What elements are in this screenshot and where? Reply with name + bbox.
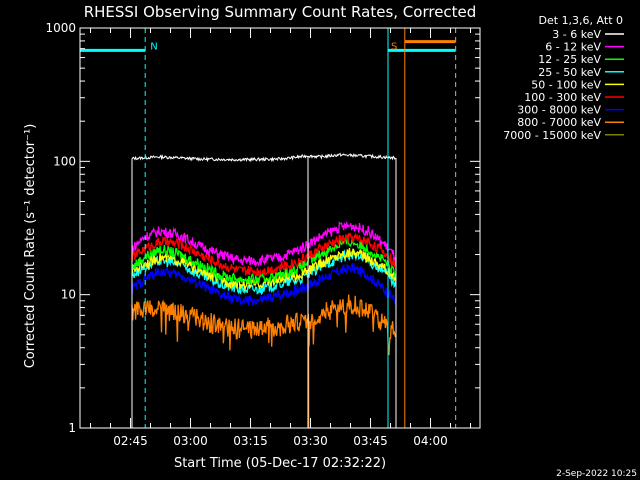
legend-label-7: 800 - 7000 keV xyxy=(517,116,601,129)
series-line-0 xyxy=(131,152,396,163)
x-tick-label: 03:15 xyxy=(233,434,268,448)
series-line-2 xyxy=(131,237,397,287)
x-tick-label: 02:45 xyxy=(113,434,148,448)
axes: 1 10 100 1000 02:45 03:00 03:15 03:30 03:45 04:00 xyxy=(45,21,481,448)
y-axis-label: Corrected Count Rate (s⁻¹ detector⁻¹) xyxy=(23,124,38,369)
y-tick-label: 10 xyxy=(61,288,76,302)
series-line-4 xyxy=(131,247,397,292)
series-line-7 xyxy=(131,294,397,356)
y-tick-label: 1000 xyxy=(45,21,76,35)
legend-label-5: 100 - 300 keV xyxy=(524,91,601,104)
x-tick-label: 03:45 xyxy=(353,434,388,448)
y-tick-label: 100 xyxy=(53,154,76,168)
chart-title: RHESSI Observing Summary Count Rates, Co… xyxy=(84,3,477,21)
axes-frame xyxy=(79,27,481,429)
legend-label-4: 50 - 100 keV xyxy=(531,78,601,91)
x-tick-label: 04:00 xyxy=(413,434,448,448)
x-tick-label: 03:30 xyxy=(293,434,328,448)
legend-label-8: 7000 - 15000 keV xyxy=(503,129,601,142)
series-line-6 xyxy=(131,262,397,306)
annotation-label-N: N xyxy=(150,41,157,52)
legend-label-2: 12 - 25 keV xyxy=(538,53,601,66)
timestamp: 2-Sep-2022 10:25 xyxy=(556,469,637,479)
x-tick-label: 03:00 xyxy=(173,434,208,448)
legend-label-1: 6 - 12 keV xyxy=(545,41,601,54)
series-line-1 xyxy=(131,220,397,268)
legend-label-0: 3 - 6 keV xyxy=(552,28,601,41)
legend-label-3: 25 - 50 keV xyxy=(538,66,601,79)
legend-label-6: 300 - 8000 keV xyxy=(517,104,601,117)
x-axis-label: Start Time (05-Dec-17 02:32:22) xyxy=(174,456,386,471)
legend-title: Det 1,3,6, Att 0 xyxy=(539,14,623,27)
y-tick-label: 1 xyxy=(68,421,76,435)
series-line-5 xyxy=(131,232,397,277)
annotation-label-S: S xyxy=(391,41,397,52)
